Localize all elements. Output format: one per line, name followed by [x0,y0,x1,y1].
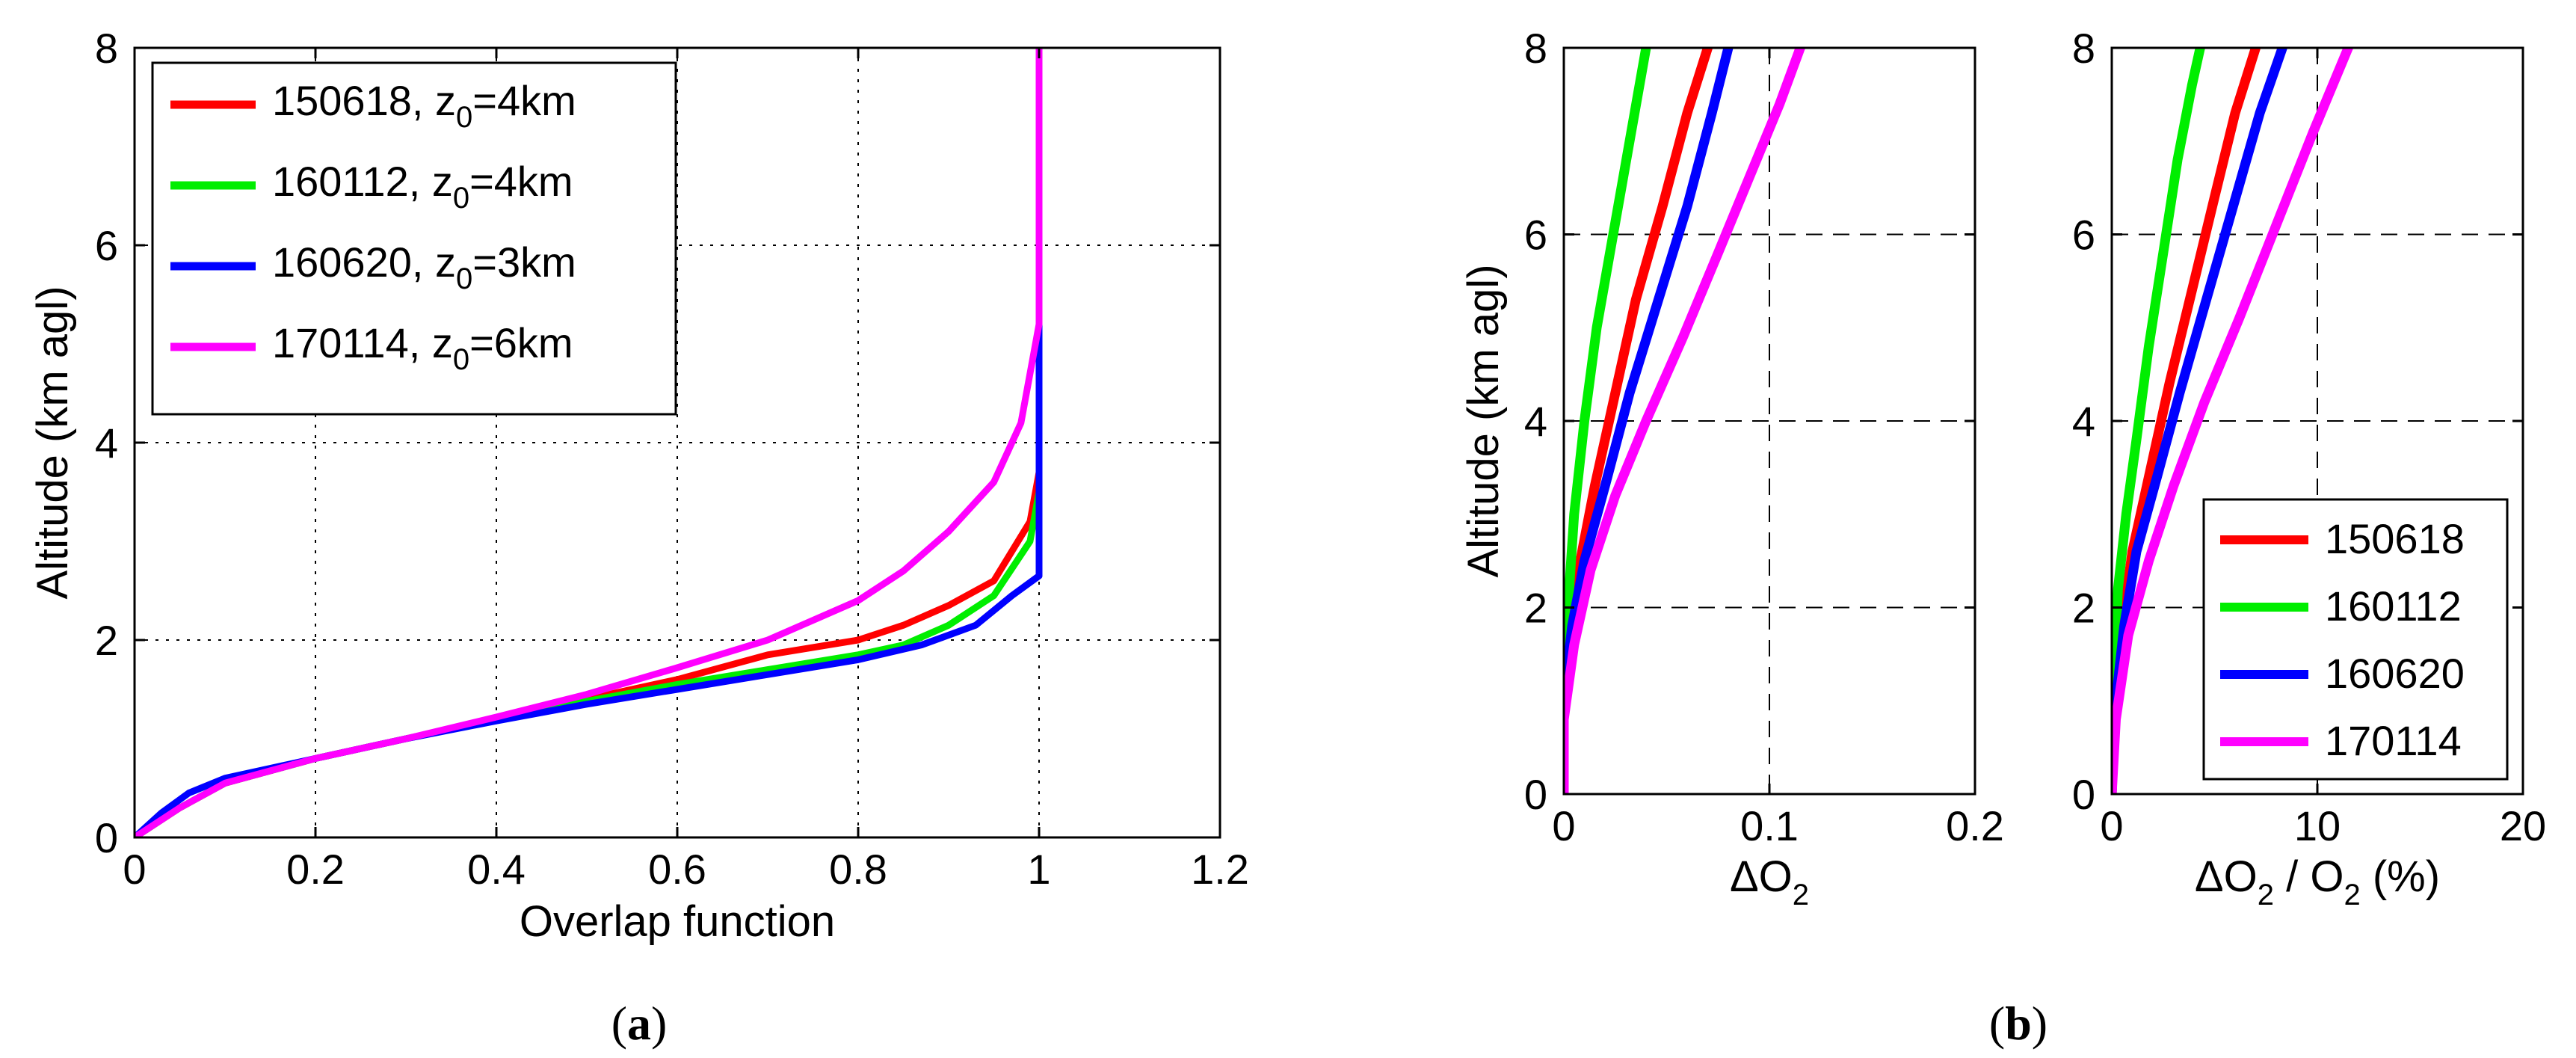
legend-entry-sub: 0 [453,343,469,376]
x-tick-label: 0.4 [467,846,526,893]
y-tick-label: 6 [2072,212,2095,259]
x-axis-label: Overlap function [520,897,835,946]
series-group [2112,48,2353,794]
legend: 150618 160112 160620 170114 [2202,498,2509,781]
y-tick-label: 8 [2072,25,2095,72]
series-line-170114 [135,48,1043,837]
x-tick-label: 10 [2294,802,2341,849]
series-line-160620 [135,48,1043,837]
legend-entry-170114: 170114, z0=6km [272,319,573,376]
y-tick-label: 2 [1524,585,1547,632]
legend-entry-170114: 170114 [2325,717,2462,764]
panel-label-b-open: ( [1989,997,2005,1050]
legend-entry-value: =3km [472,239,576,286]
panel-a-chart: 0 0.2 0.4 0.6 0.8 1 1.2 0 2 4 6 8 Overlap function Al… [28,25,1249,946]
x-tick-label: 0.2 [1946,802,2004,849]
y-tick-label: 2 [2072,585,2095,632]
legend-entry-150618: 150618, z0=4km [272,77,576,134]
x-axis-label-main: ΔO [1730,852,1793,901]
x-tick-label: 0 [1552,802,1575,849]
x-axis-label-main: ΔO [2195,852,2258,901]
series-line-160112 [2112,48,2205,794]
x-axis-label-sub: 2 [2258,879,2274,911]
series-group [135,48,1043,837]
panel-label-a-letter: a [627,997,651,1050]
x-tick-label: 0 [2100,802,2123,849]
legend-entry-value: =4km [469,158,573,205]
y-tick-label: 4 [95,419,118,467]
y-tick-label: 6 [1524,212,1547,259]
legend-entry-name: 150618, z [272,77,456,124]
legend-entry-160620: 160620 [2325,650,2465,697]
y-tick-label: 4 [2072,398,2095,445]
x-axis-label-mid: / O [2274,852,2344,901]
legend-box [2202,498,2509,781]
legend-entry-name: 160112, z [272,158,453,205]
x-tick-label: 0.8 [829,846,887,893]
legend-entry-value: =4km [472,77,576,124]
x-tick-label: 20 [2500,802,2546,849]
series-line-170114 [1564,48,1805,794]
y-tick-label: 8 [95,25,118,72]
x-tick-label: 1 [1027,846,1050,893]
legend-entry-sub: 0 [453,182,469,215]
panel-label-b-close: ) [2032,997,2047,1050]
legend-box [151,61,677,416]
legend-entry-sub: 0 [456,101,472,134]
panel-label-a-open: ( [611,997,627,1050]
legend-entry-160112: 160112, z0=4km [272,158,573,215]
series-line-170114 [2112,48,2353,794]
panel-label-b-letter: b [2005,997,2032,1050]
x-tick-label: 0.2 [286,846,345,893]
panel-label-b: (b) [1989,997,2047,1050]
y-tick-label: 0 [1524,771,1547,818]
panel-label-a: (a) [611,997,668,1050]
x-tick-label: 1.2 [1191,846,1249,893]
y-tick-label: 0 [95,814,118,861]
x-tick-label: 0 [123,846,146,893]
legend-entry-160112: 160112 [2325,582,2462,630]
x-tick-label: 0.1 [1740,802,1799,849]
x-axis-label-sub: 2 [1793,879,1809,911]
y-axis-label: Altitude (km agl) [28,286,77,599]
y-tick-label: 4 [1524,398,1547,445]
x-axis-label: ΔO2 [1730,852,1809,911]
y-tick-label: 0 [2072,771,2095,818]
legend-entry-name: 170114, z [272,319,453,366]
panel-label-a-close: ) [651,997,667,1050]
y-axis-label: Altitude (km agl) [1459,264,1508,577]
y-tick-label: 8 [1524,25,1547,72]
legend-entry-150618: 150618 [2325,515,2465,562]
y-tick-label: 2 [95,617,118,664]
x-axis-label: ΔO2 / O2 (%) [2195,852,2440,911]
legend-entry-160620: 160620, z0=3km [272,239,576,295]
x-axis-label-sub2: 2 [2344,879,2361,911]
series-group [1564,48,1805,794]
x-tick-label: 0.6 [648,846,706,893]
legend-entry-name: 160620, z [272,239,456,286]
legend-entry-sub: 0 [456,262,472,295]
y-tick-label: 6 [95,222,118,269]
legend-entry-value: =6km [469,319,573,366]
x-axis-label-end: (%) [2361,852,2440,901]
